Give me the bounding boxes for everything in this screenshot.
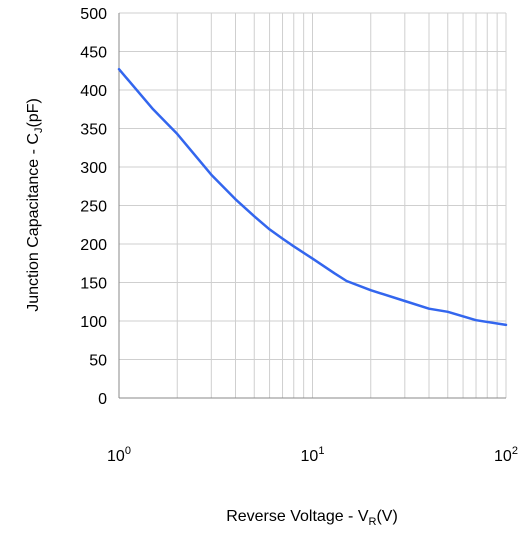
y-tick-labels: 0 50 100 150 200 250 300 350 400 450 500 (80, 6, 107, 408)
x-tick-labels: 100 101 102 (107, 445, 518, 465)
y-tick-label: 200 (80, 237, 107, 254)
y-axis-title-unit: (pF) (25, 98, 42, 127)
y-tick-label: 400 (80, 83, 107, 100)
x-axis-title: Reverse Voltage - VR(V) (226, 508, 398, 528)
x-tick-label: 101 (301, 445, 325, 465)
y-tick-label: 500 (80, 6, 107, 23)
axes (118, 13, 506, 399)
x-tick-label: 100 (107, 445, 131, 465)
y-tick-label: 250 (80, 199, 107, 216)
y-tick-label: 300 (80, 160, 107, 177)
y-tick-label: 450 (80, 45, 107, 62)
y-tick-label: 50 (89, 353, 107, 370)
x-axis-title-unit: (V) (376, 508, 397, 525)
y-axis-title-main: Junction Capacitance - C (25, 133, 42, 312)
series-line (117, 67, 508, 327)
x-axis-title-main: Reverse Voltage - V (226, 508, 369, 525)
series (117, 67, 508, 327)
y-axis-title: Junction Capacitance - CJ(pF) (25, 98, 45, 312)
y-tick-label: 100 (80, 314, 107, 331)
y-axis-title-sub: J (33, 128, 45, 134)
y-tick-label: 0 (98, 391, 107, 408)
x-axis-title-sub: R (369, 516, 377, 528)
grid (118, 12, 507, 399)
y-tick-label: 350 (80, 122, 107, 139)
y-tick-label: 150 (80, 276, 107, 293)
x-tick-label: 102 (494, 445, 518, 465)
